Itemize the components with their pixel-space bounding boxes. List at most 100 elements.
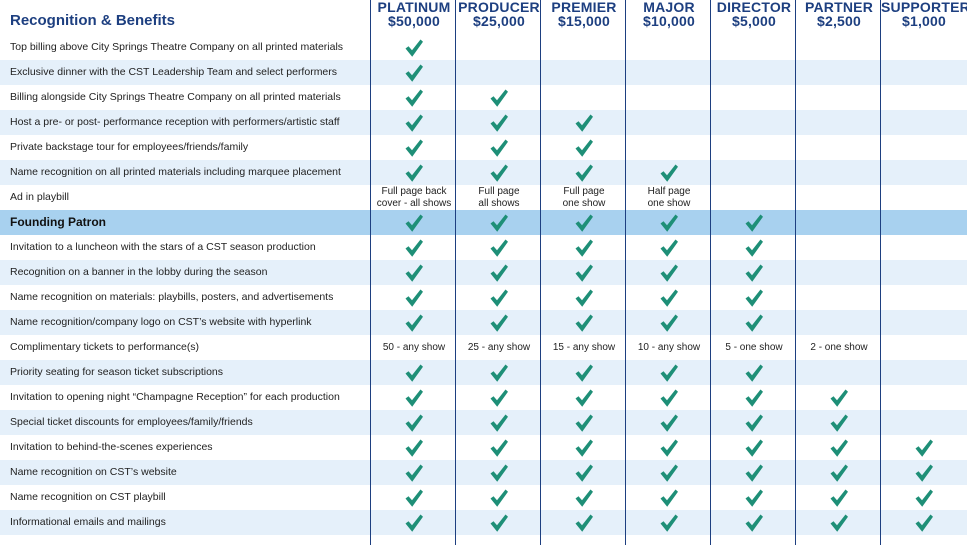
tier-name: SUPPORTER: [881, 0, 967, 15]
column-divider: [795, 0, 796, 545]
table-cell: [626, 485, 712, 510]
check-icon: [745, 264, 763, 282]
table-cell: [881, 460, 967, 485]
check-icon: [575, 364, 593, 382]
benefit-label: Priority seating for season ticket subsc…: [10, 366, 224, 378]
tier-producer: PRODUCER $25,000: [456, 0, 542, 28]
check-icon: [575, 239, 593, 257]
check-icon: [745, 314, 763, 332]
tier-amount: $5,000: [731, 13, 777, 29]
check-icon: [405, 214, 423, 232]
benefit-label: Recognition on a banner in the lobby dur…: [10, 266, 268, 278]
check-icon: [575, 514, 593, 532]
table-cell: [796, 410, 882, 435]
section-row-founding-patron: Founding Patron: [0, 210, 967, 235]
table-cell: [881, 485, 967, 510]
check-icon: [575, 464, 593, 482]
table-cell: [371, 235, 457, 260]
check-icon: [660, 489, 678, 507]
table-cell: [456, 85, 542, 110]
table-row: Complimentary tickets to performance(s) 5…: [0, 335, 967, 360]
tier-name: PRODUCER: [458, 0, 540, 15]
table-cell: [711, 435, 797, 460]
table-cell: 2 - one show: [796, 335, 882, 360]
table-cell: [371, 260, 457, 285]
benefit-label: Host a pre- or post- performance recepti…: [10, 116, 340, 128]
table-cell: [371, 460, 457, 485]
table-cell: 15 - any show: [541, 335, 627, 360]
table-cell: [371, 135, 457, 160]
table-cell: 25 - any show: [456, 335, 542, 360]
benefit-label: Complimentary tickets to performance(s): [10, 341, 200, 353]
check-icon: [490, 139, 508, 157]
check-icon: [490, 239, 508, 257]
cell-text-line: all shows: [478, 198, 520, 209]
check-icon: [745, 439, 763, 457]
check-icon: [490, 439, 508, 457]
table-row: Invitation to opening night “Champagne R…: [0, 385, 967, 410]
benefit-label: Name recognition on CST playbill: [10, 491, 166, 503]
cell-text: 5 - one show: [725, 342, 783, 353]
table-cell: [626, 235, 712, 260]
table-row: Name recognition on materials: playbills…: [0, 285, 967, 310]
check-icon: [405, 239, 423, 257]
check-icon: [660, 239, 678, 257]
tier-name: PLATINUM: [377, 0, 451, 15]
benefit-label: Invitation to a luncheon with the stars …: [10, 241, 316, 253]
cell-text: 15 - any show: [552, 342, 616, 353]
table-cell: Full page all shows: [456, 185, 542, 210]
column-divider: [540, 0, 541, 545]
table-row: Invitation to behind-the-scenes experien…: [0, 435, 967, 460]
check-icon: [575, 264, 593, 282]
benefit-label: Exclusive dinner with the CST Leadership…: [10, 66, 338, 78]
tier-partner: PARTNER $2,500: [796, 0, 882, 28]
table-cell: [456, 460, 542, 485]
check-icon: [490, 389, 508, 407]
check-icon: [490, 114, 508, 132]
table-cell: [541, 235, 627, 260]
column-divider: [370, 0, 371, 545]
table-cell: [371, 435, 457, 460]
check-icon: [490, 89, 508, 107]
tier-amount: $2,500: [816, 13, 862, 29]
table-cell: [541, 385, 627, 410]
check-icon: [575, 314, 593, 332]
table-cell: [711, 385, 797, 410]
cell-text-line: Full page back: [381, 186, 447, 197]
check-icon: [405, 514, 423, 532]
table-row: Name recognition on CST’s website: [0, 460, 967, 485]
tier-platinum: PLATINUM $50,000: [371, 0, 457, 28]
check-icon: [660, 289, 678, 307]
benefit-label: Name recognition on materials: playbills…: [10, 291, 334, 303]
check-icon: [745, 464, 763, 482]
cell-text: 10 - any show: [637, 342, 701, 353]
check-icon: [915, 439, 933, 457]
table-cell: [626, 260, 712, 285]
table-cell: 10 - any show: [626, 335, 712, 360]
check-icon: [405, 89, 423, 107]
table-cell: [371, 60, 457, 85]
table-cell: Full page back cover - all shows: [371, 185, 457, 210]
check-icon: [405, 364, 423, 382]
table-cell: [796, 385, 882, 410]
check-icon: [490, 214, 508, 232]
check-icon: [405, 64, 423, 82]
table-row: Informational emails and mailings: [0, 510, 967, 535]
check-icon: [660, 414, 678, 432]
tier-director: DIRECTOR $5,000: [711, 0, 797, 28]
table-cell: [456, 510, 542, 535]
check-icon: [830, 489, 848, 507]
check-icon: [405, 389, 423, 407]
table-row: Name recognition on CST playbill: [0, 485, 967, 510]
table-cell: [711, 310, 797, 335]
table-cell: [881, 435, 967, 460]
table-cell: [541, 210, 627, 235]
table-cell: [541, 135, 627, 160]
check-icon: [745, 414, 763, 432]
check-icon: [490, 364, 508, 382]
table-cell: [711, 510, 797, 535]
table-cell: [711, 410, 797, 435]
table-cell: 5 - one show: [711, 335, 797, 360]
table-cell: [541, 485, 627, 510]
